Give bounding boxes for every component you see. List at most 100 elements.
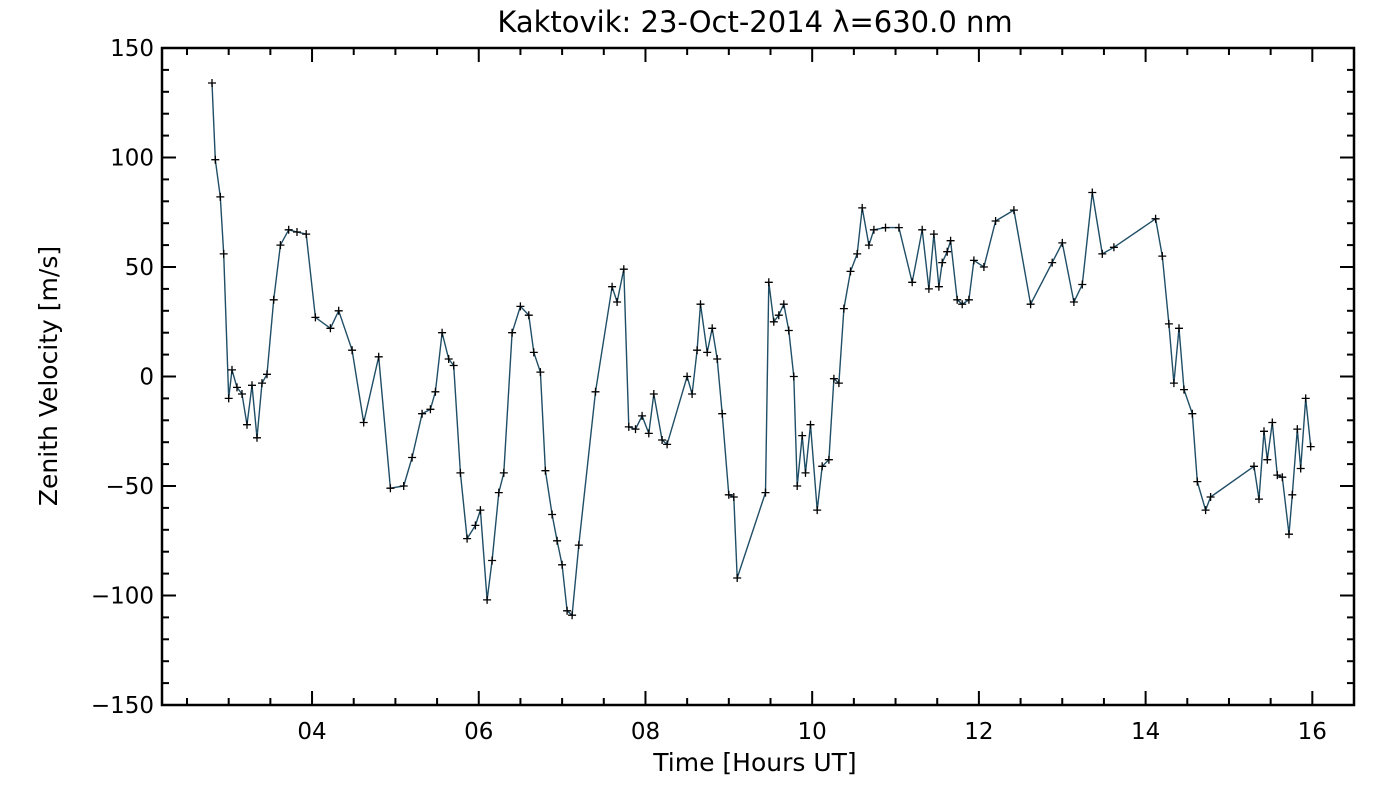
data-point-marker bbox=[258, 379, 266, 388]
data-point-marker bbox=[729, 493, 738, 501]
data-point-marker bbox=[399, 482, 408, 490]
data-point-marker bbox=[456, 468, 465, 477]
data-point-marker bbox=[208, 79, 216, 87]
data-point-marker bbox=[1278, 473, 1287, 482]
data-point-marker bbox=[471, 521, 480, 530]
data-point-marker bbox=[881, 223, 890, 232]
data-point-marker bbox=[563, 606, 572, 615]
data-point-marker bbox=[1206, 493, 1215, 501]
data-point-marker bbox=[708, 324, 717, 333]
data-point-marker bbox=[263, 370, 271, 379]
data-point-marker bbox=[1078, 280, 1087, 289]
data-point-marker bbox=[663, 440, 672, 449]
y-tick-label: 100 bbox=[110, 146, 154, 172]
data-point-marker bbox=[483, 595, 492, 604]
data-point-marker bbox=[769, 317, 778, 326]
data-point-marker bbox=[1293, 425, 1302, 434]
data-point-marker bbox=[718, 409, 727, 418]
data-point-marker bbox=[1260, 427, 1268, 436]
data-point-marker bbox=[1288, 490, 1297, 499]
data-point-marker bbox=[1109, 243, 1118, 252]
data-point-marker bbox=[224, 394, 233, 403]
data-point-marker bbox=[293, 228, 301, 236]
x-tick-label: 14 bbox=[1131, 719, 1160, 745]
data-point-marker bbox=[334, 306, 343, 315]
data-point-marker bbox=[1169, 379, 1178, 388]
data-point-marker bbox=[918, 225, 927, 234]
data-point-marker bbox=[1026, 300, 1035, 309]
data-point-marker bbox=[1164, 319, 1173, 328]
data-point-marker bbox=[608, 282, 617, 291]
data-point-marker bbox=[449, 361, 458, 370]
data-point-marker bbox=[1296, 464, 1305, 473]
data-point-marker bbox=[1158, 252, 1167, 261]
data-point-marker bbox=[784, 326, 793, 335]
y-tick-label: 0 bbox=[139, 365, 154, 391]
data-point-marker bbox=[1285, 530, 1293, 539]
data-point-marker bbox=[211, 155, 220, 164]
data-point-marker bbox=[964, 295, 973, 304]
data-point-marker bbox=[326, 324, 335, 333]
data-point-marker bbox=[793, 482, 802, 490]
x-tick-label: 06 bbox=[464, 719, 493, 745]
x-axis-label: Time [Hours UT] bbox=[652, 748, 856, 777]
data-point-marker bbox=[243, 420, 251, 429]
data-point-marker bbox=[929, 230, 938, 239]
data-point-marker bbox=[806, 420, 815, 429]
data-point-marker bbox=[1180, 385, 1188, 394]
data-point-marker bbox=[713, 355, 722, 363]
data-point-marker bbox=[1263, 455, 1272, 464]
data-point-marker bbox=[774, 311, 783, 320]
data-point-marker bbox=[553, 536, 562, 545]
data-point-marker bbox=[438, 328, 447, 337]
x-tick-label: 04 bbox=[297, 719, 326, 745]
data-point-marker bbox=[779, 300, 788, 309]
data-point-marker bbox=[516, 302, 525, 311]
data-point-marker bbox=[846, 267, 855, 276]
data-point-marker bbox=[426, 405, 435, 414]
data-point-marker bbox=[801, 468, 810, 477]
data-point-marker bbox=[631, 425, 640, 434]
data-point-marker bbox=[853, 249, 862, 258]
data-point-marker bbox=[649, 390, 658, 398]
data-point-marker bbox=[408, 453, 417, 462]
data-point-marker bbox=[924, 284, 933, 293]
data-point-marker bbox=[839, 304, 848, 313]
data-point-marker bbox=[548, 510, 557, 519]
data-point-marker bbox=[1069, 298, 1078, 306]
y-tick-label: −150 bbox=[91, 693, 154, 719]
data-point-marker bbox=[764, 278, 773, 287]
data-point-marker bbox=[864, 241, 873, 250]
data-point-marker bbox=[958, 300, 967, 309]
data-point-marker bbox=[1273, 471, 1282, 480]
y-axis-label: Zenith Velocity [m/s] bbox=[34, 246, 63, 506]
data-point-marker bbox=[613, 298, 622, 306]
data-point-marker bbox=[233, 383, 241, 392]
data-point-marker bbox=[1048, 258, 1057, 267]
data-point-marker bbox=[858, 203, 867, 212]
y-tick-label: −50 bbox=[105, 474, 154, 500]
y-tick-label: 150 bbox=[110, 36, 154, 62]
data-point-marker bbox=[248, 381, 256, 390]
data-point-marker bbox=[1088, 188, 1097, 197]
data-point-marker bbox=[696, 300, 705, 309]
data-point-marker bbox=[253, 433, 261, 442]
data-point-marker bbox=[824, 455, 833, 464]
data-point-marker bbox=[499, 468, 508, 477]
data-point-marker bbox=[953, 295, 962, 304]
plot-area bbox=[208, 79, 1315, 620]
data-point-marker bbox=[934, 282, 943, 291]
axes: 04 06 08 10 12 14 16 −150 −100 −50 0 50 100 150 bbox=[91, 36, 1355, 745]
data-point-marker bbox=[494, 488, 503, 497]
data-point-marker bbox=[733, 574, 742, 582]
data-point-marker bbox=[1058, 238, 1067, 247]
data-point-marker bbox=[228, 365, 236, 374]
x-tick-label: 12 bbox=[964, 719, 993, 745]
data-point-marker bbox=[508, 328, 517, 337]
data-point-marker bbox=[219, 249, 228, 258]
data-point-marker bbox=[1151, 214, 1160, 223]
chart-title: Kaktovik: 23-Oct-2014 λ=630.0 nm bbox=[497, 5, 1012, 39]
data-point-marker bbox=[724, 490, 733, 499]
data-point-marker bbox=[524, 311, 533, 320]
